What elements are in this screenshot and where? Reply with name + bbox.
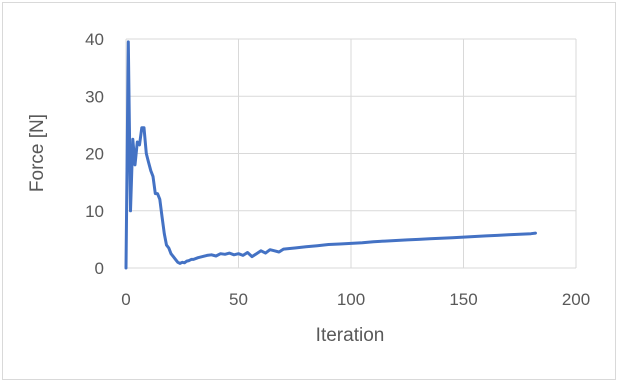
chart-area [2,2,616,380]
y-tick-label: 40 [85,30,104,49]
series-group [124,40,537,270]
x-tick-label: 50 [229,290,248,309]
y-tick-label: 20 [85,145,104,164]
tick-labels: 0 10 20 30 40 0 50 100 150 200 [85,30,590,309]
y-tick-label: 0 [95,259,104,278]
x-tick-label: 150 [449,290,477,309]
x-tick-label: 0 [121,290,130,309]
x-tick-label: 100 [337,290,365,309]
y-tick-label: 30 [85,87,104,106]
series-line [124,40,537,270]
x-tick-label: 200 [562,290,590,309]
x-axis-title: Iteration [316,325,385,346]
y-axis-title: Force [N] [27,114,48,192]
y-tick-label: 10 [85,202,104,221]
